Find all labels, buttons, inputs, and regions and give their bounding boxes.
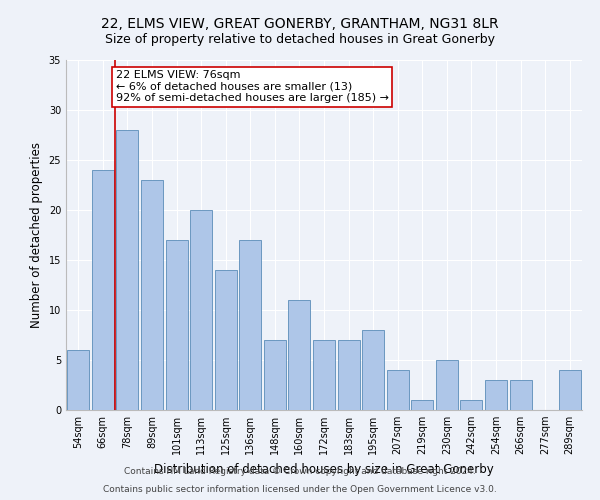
Bar: [411, 400, 433, 410]
Bar: [289, 300, 310, 410]
Bar: [141, 180, 163, 410]
Bar: [313, 340, 335, 410]
Bar: [116, 130, 139, 410]
Bar: [264, 340, 286, 410]
Text: Contains public sector information licensed under the Open Government Licence v3: Contains public sector information licen…: [103, 485, 497, 494]
Bar: [190, 210, 212, 410]
Bar: [92, 170, 114, 410]
Bar: [509, 380, 532, 410]
Bar: [215, 270, 237, 410]
Bar: [386, 370, 409, 410]
Text: Contains HM Land Registry data © Crown copyright and database right 2024.: Contains HM Land Registry data © Crown c…: [124, 467, 476, 476]
Bar: [338, 340, 359, 410]
Bar: [460, 400, 482, 410]
Text: 22 ELMS VIEW: 76sqm
← 6% of detached houses are smaller (13)
92% of semi-detache: 22 ELMS VIEW: 76sqm ← 6% of detached hou…: [116, 70, 389, 103]
Bar: [436, 360, 458, 410]
Bar: [485, 380, 507, 410]
Text: Size of property relative to detached houses in Great Gonerby: Size of property relative to detached ho…: [105, 32, 495, 46]
Bar: [559, 370, 581, 410]
X-axis label: Distribution of detached houses by size in Great Gonerby: Distribution of detached houses by size …: [154, 462, 494, 475]
Y-axis label: Number of detached properties: Number of detached properties: [30, 142, 43, 328]
Bar: [67, 350, 89, 410]
Bar: [239, 240, 262, 410]
Bar: [166, 240, 188, 410]
Bar: [362, 330, 384, 410]
Text: 22, ELMS VIEW, GREAT GONERBY, GRANTHAM, NG31 8LR: 22, ELMS VIEW, GREAT GONERBY, GRANTHAM, …: [101, 18, 499, 32]
